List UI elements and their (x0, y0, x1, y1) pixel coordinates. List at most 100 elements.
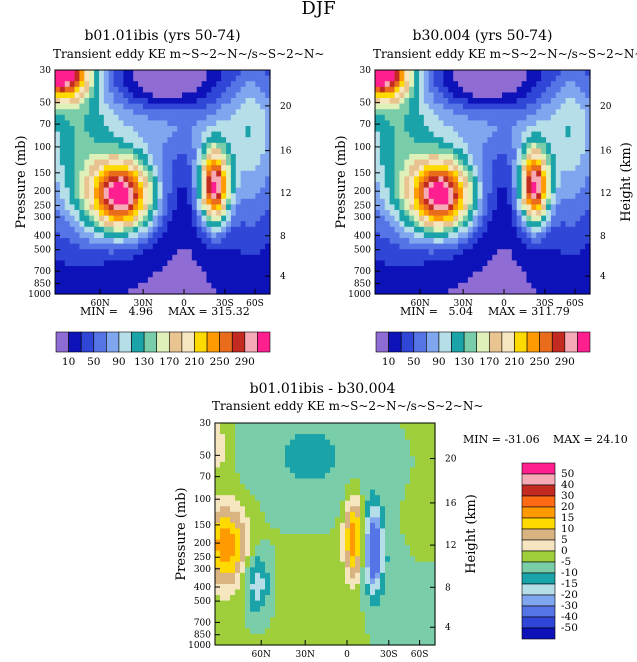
contour-cell (55, 260, 61, 267)
contour-cell (225, 439, 231, 446)
contour-cell (531, 114, 537, 121)
contour-cell (230, 238, 237, 245)
contour-cell (389, 114, 396, 121)
x-tick-label: 30S (216, 299, 234, 309)
contour-cell (345, 639, 351, 646)
contour-cell (360, 478, 366, 485)
contour-cell (370, 439, 376, 446)
contour-cell (497, 170, 503, 177)
contour-cell (409, 176, 415, 183)
contour-cell (438, 109, 445, 116)
contour-cell (157, 114, 164, 121)
y-tick-label: 100 (354, 143, 371, 153)
contour-cell (560, 109, 567, 116)
contour-cell (235, 75, 242, 82)
contour-cell (443, 165, 449, 172)
contour-cell (350, 534, 356, 541)
contour-cell (64, 243, 71, 250)
contour-cell (265, 450, 271, 457)
contour-cell (521, 92, 528, 99)
contour-cell (462, 221, 469, 228)
contour-cell (275, 511, 281, 518)
contour-cell (133, 277, 139, 284)
contour-cell (177, 154, 183, 161)
contour-cell (345, 589, 351, 596)
contour-cell (64, 126, 71, 133)
contour-cell (201, 75, 208, 82)
contour-cell (404, 154, 410, 161)
contour-cell (350, 617, 356, 624)
contour-cell (196, 142, 203, 149)
contour-cell (285, 534, 291, 541)
contour-cell (379, 103, 386, 110)
contour-cell (399, 92, 405, 99)
contour-cell (320, 439, 326, 446)
contour-cell (260, 484, 266, 491)
contour-cell (211, 232, 217, 239)
contour-cell (458, 238, 464, 245)
contour-cell (240, 428, 246, 435)
contour-cell (255, 567, 261, 574)
contour-cell (167, 232, 173, 239)
contour-cell (260, 600, 266, 607)
contour-cell (506, 232, 513, 239)
contour-cell (265, 182, 271, 189)
contour-cell (226, 288, 232, 295)
contour-cell (580, 86, 586, 93)
contour-cell (89, 165, 95, 172)
contour-cell (230, 484, 236, 491)
contour-cell (113, 170, 120, 177)
contour-cell (585, 182, 591, 189)
contour-cell (280, 583, 286, 591)
contour-cell (458, 288, 464, 295)
contour-cell (526, 249, 532, 256)
right-panel-subtitle: Transient eddy KE m~S~2~N~/s~S~2~N~ (373, 47, 637, 61)
contour-cell (438, 131, 445, 138)
contour-cell (433, 165, 440, 172)
contour-cell (138, 215, 144, 222)
contour-cell (320, 467, 326, 474)
contour-cell (89, 109, 95, 116)
contour-cell (414, 271, 420, 278)
contour-cell (152, 114, 159, 121)
contour-cell (103, 187, 110, 194)
contour-cell (315, 539, 321, 546)
contour-cell (182, 243, 188, 250)
contour-cell (541, 271, 547, 278)
contour-cell (240, 277, 247, 284)
contour-cell (98, 238, 105, 245)
contour-cell (433, 159, 440, 166)
contour-cell (423, 266, 430, 273)
contour-cell (142, 109, 149, 116)
contour-cell (177, 204, 183, 211)
contour-cell (565, 86, 572, 93)
y-tick-label: 30 (360, 66, 372, 76)
contour-cell (265, 170, 271, 177)
contour-cell (133, 215, 139, 222)
contour-cell (211, 254, 217, 261)
contour-cell (275, 567, 281, 574)
contour-cell (418, 142, 425, 149)
contour-cell (546, 148, 552, 155)
contour-cell (157, 221, 164, 228)
contour-cell (320, 528, 326, 535)
contour-cell (365, 434, 371, 441)
contour-cell (560, 165, 567, 172)
y-tick-label: 500 (34, 246, 51, 256)
contour-cell (186, 187, 193, 194)
contour-cell (128, 131, 134, 138)
contour-cell (235, 600, 241, 607)
contour-cell (502, 103, 508, 110)
contour-cell (560, 226, 567, 233)
contour-cell (414, 243, 420, 250)
contour-cell (245, 567, 251, 574)
contour-cell (467, 114, 474, 121)
contour-cell (511, 154, 518, 161)
contour-cell (384, 114, 391, 121)
contour-cell (108, 131, 115, 138)
contour-cell (521, 131, 528, 138)
contour-cell (172, 210, 178, 217)
contour-cell (409, 126, 415, 133)
contour-cell (221, 210, 227, 217)
contour-cell (280, 423, 286, 430)
